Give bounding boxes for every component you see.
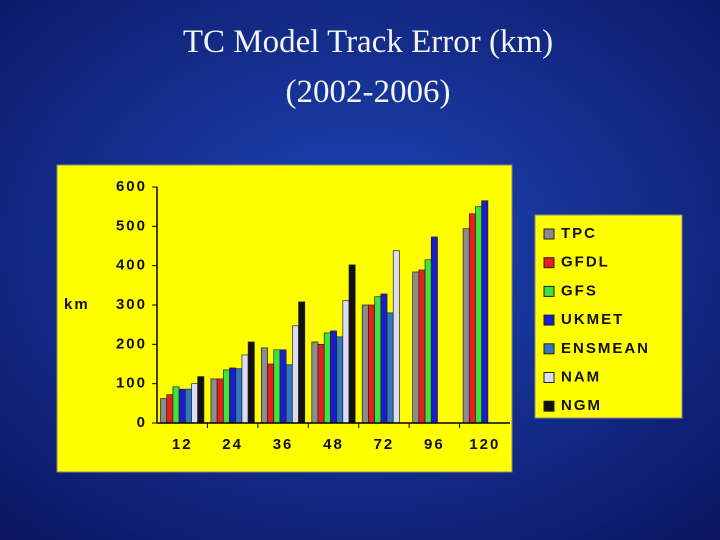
bar	[481, 200, 489, 424]
y-tick-label: 600	[116, 178, 147, 195]
bar	[317, 343, 325, 424]
bar	[241, 354, 249, 424]
bar	[267, 363, 275, 424]
bar	[348, 264, 356, 424]
bar	[418, 269, 426, 424]
y-tick-label: 100	[116, 375, 147, 392]
bar	[330, 330, 337, 424]
legend-marker	[543, 372, 555, 383]
bar	[342, 300, 350, 424]
bar	[424, 259, 432, 424]
bar	[178, 388, 186, 424]
bar	[247, 341, 255, 424]
bar	[380, 293, 388, 424]
legend-box	[534, 214, 683, 419]
bar	[285, 364, 293, 424]
y-tick-label: 300	[116, 296, 147, 313]
legend-marker	[543, 228, 555, 240]
legend-marker	[543, 285, 555, 297]
bar	[229, 367, 237, 424]
bar	[279, 349, 287, 424]
bar	[361, 304, 369, 424]
legend-label: TPC	[561, 225, 597, 242]
bar	[273, 349, 281, 424]
legend-marker	[543, 257, 555, 269]
chart-title: TC Model Track Error (km)	[183, 24, 553, 60]
bar	[336, 336, 344, 424]
legend-marker	[543, 343, 555, 355]
bar	[368, 304, 375, 424]
bar	[412, 271, 420, 424]
chart-subtitle: (2002-2006)	[286, 74, 451, 110]
legend-marker	[543, 400, 555, 412]
legend-label: UKMET	[561, 311, 624, 328]
bar	[197, 376, 205, 424]
bar	[216, 378, 224, 424]
x-tick-label: 12	[172, 436, 193, 453]
bar	[298, 301, 306, 424]
bar	[468, 213, 476, 424]
bar	[210, 378, 218, 424]
x-tick-label: 24	[222, 436, 243, 453]
bar	[235, 368, 243, 424]
chart-panel	[56, 164, 513, 473]
bar	[292, 325, 299, 424]
bar	[166, 394, 174, 424]
bar	[222, 369, 230, 424]
legend-label: ENSMEAN	[561, 340, 650, 357]
bar	[261, 347, 268, 424]
legend-label: GFDL	[561, 254, 610, 271]
y-tick-label: 0	[137, 414, 147, 431]
y-tick-label: 200	[116, 335, 147, 352]
legend-label: GFS	[561, 282, 598, 299]
x-tick-label: 72	[374, 436, 395, 453]
y-tick-label: 500	[116, 217, 147, 234]
bar	[172, 386, 180, 424]
bar	[475, 206, 483, 424]
x-tick-label: 96	[424, 436, 445, 453]
legend-label: NAM	[561, 368, 601, 385]
bar	[392, 250, 400, 424]
bar	[311, 341, 319, 424]
bar	[374, 296, 382, 424]
bar	[323, 332, 331, 424]
bar	[462, 228, 470, 424]
bar	[386, 312, 394, 424]
bar	[430, 236, 438, 424]
bar	[191, 383, 199, 424]
legend-label: NGM	[561, 397, 602, 414]
y-axis-label: km	[64, 296, 90, 313]
x-tick-label: 36	[273, 436, 294, 453]
bar	[160, 398, 168, 424]
x-tick-label: 48	[323, 436, 344, 453]
y-tick-label: 400	[116, 257, 147, 274]
x-tick-label: 120	[469, 436, 500, 453]
legend-marker	[543, 314, 555, 326]
bar	[184, 388, 192, 424]
